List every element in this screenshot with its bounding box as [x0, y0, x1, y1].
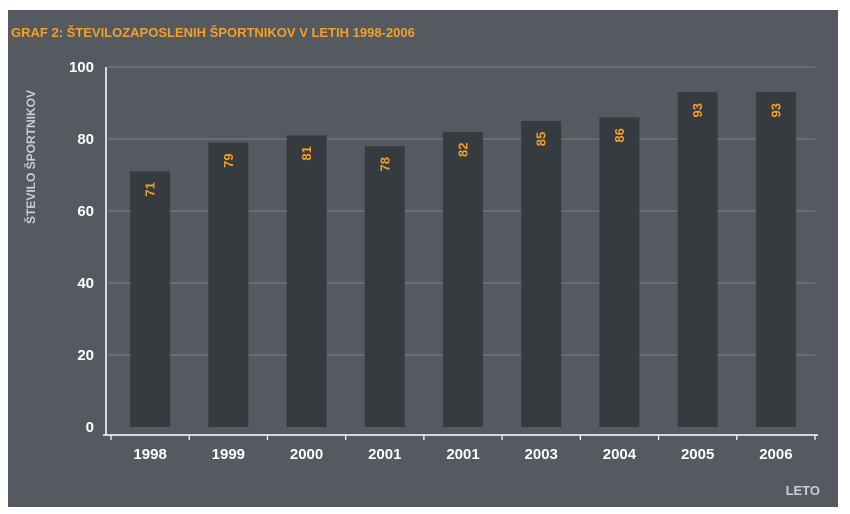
bar-1998 [130, 171, 171, 427]
y-tick-label: 100 [69, 59, 94, 76]
data-label: 86 [612, 128, 627, 142]
y-tick-label: 60 [77, 203, 94, 220]
bar-1999 [208, 142, 249, 427]
y-tick-label: 0 [86, 419, 94, 436]
x-tick-label: 2006 [759, 446, 792, 463]
data-label: 78 [377, 157, 392, 171]
bar-2001 [443, 131, 483, 428]
data-label: 79 [221, 153, 236, 167]
data-label: 71 [143, 182, 158, 196]
x-axis-label: LETO [786, 483, 820, 498]
x-tick-label: 2001 [446, 446, 479, 463]
x-tick-label: 1998 [133, 446, 166, 463]
x-tick-label: 1999 [212, 446, 245, 463]
tick-labels: 0 20 40 60 80 100 71 79 81 78 82 85 86 93 93 1998 1999 20… [69, 59, 793, 463]
y-tick-label: 20 [77, 347, 94, 364]
y-tick-label: 80 [77, 131, 94, 148]
chart-panel: GRAF 2: ŠTEVILOZAPOSLENIH ŠPORTNIKOV V L… [8, 10, 838, 507]
bar-2001 [364, 146, 405, 427]
chart-svg: GRAF 2: ŠTEVILOZAPOSLENIH ŠPORTNIKOV V L… [11, 25, 820, 498]
chart-title: GRAF 2: ŠTEVILOZAPOSLENIH ŠPORTNIKOV V L… [11, 25, 415, 40]
y-tick-label: 40 [77, 275, 94, 292]
data-label: 93 [690, 103, 705, 117]
bar-2003 [521, 121, 562, 427]
bar-2004 [599, 117, 640, 428]
bars [130, 92, 796, 428]
axes [103, 67, 818, 440]
bar-2005 [677, 92, 718, 427]
x-tick-label: 2001 [368, 446, 401, 463]
data-label: 81 [299, 146, 314, 160]
bar-2006 [755, 92, 796, 427]
data-label: 85 [534, 132, 549, 146]
x-tick-label: 2003 [525, 446, 558, 463]
bar-2000 [286, 135, 327, 427]
x-tick-label: 2004 [603, 446, 637, 463]
data-label: 93 [768, 103, 783, 117]
data-label: 82 [456, 143, 471, 157]
x-tick-label: 2000 [290, 446, 323, 463]
y-axis-label: ŠTEVILO ŠPORTNIKOV [23, 90, 38, 224]
x-tick-label: 2005 [681, 446, 714, 463]
